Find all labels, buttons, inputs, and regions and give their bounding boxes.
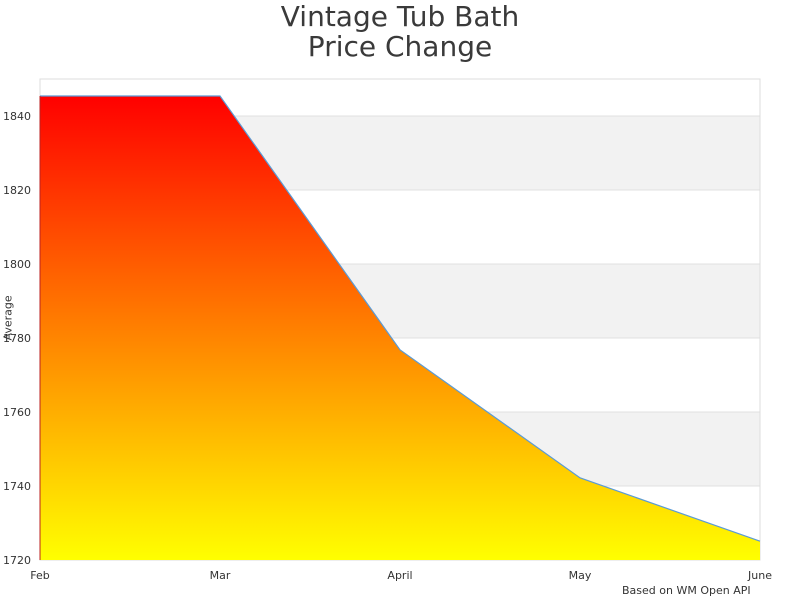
chart-title-line1: Vintage Tub Bath [280,0,520,33]
y-tick-label: 1720 [3,554,31,567]
chart-title-line2: Price Change [307,30,493,63]
credit-text: Based on WM Open API [622,584,751,597]
y-tick-label: 1740 [3,480,31,493]
y-tick-label: 1820 [3,184,31,197]
chart-title: Vintage Tub Bath Price Change [0,2,800,62]
y-axis-ticks: 1720 1740 1760 1780 1800 1820 1840 [3,110,31,567]
y-tick-label: 1840 [3,110,31,123]
y-tick-label: 1780 [3,332,31,345]
y-axis-label: Average [1,295,15,341]
x-tick-label: June [747,569,772,582]
x-tick-label: Feb [30,569,49,582]
x-tick-label: Mar [210,569,231,582]
y-tick-label: 1760 [3,406,31,419]
area-fill [40,96,760,561]
x-tick-label: April [387,569,412,582]
y-tick-label: 1800 [3,258,31,271]
x-tick-label: May [569,569,592,582]
x-axis-ticks: Feb Mar April May June [30,569,772,582]
area-line [40,95,761,542]
